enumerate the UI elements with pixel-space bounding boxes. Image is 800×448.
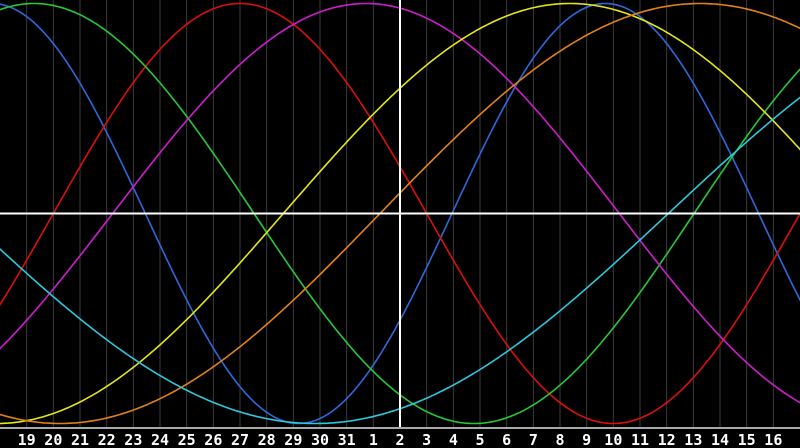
day-label: 16 <box>764 431 782 448</box>
day-label: 1 <box>369 431 378 448</box>
day-label: 14 <box>711 431 729 448</box>
day-label: 13 <box>684 431 702 448</box>
day-label: 19 <box>18 431 36 448</box>
day-label: 29 <box>284 431 302 448</box>
day-label: 26 <box>204 431 222 448</box>
day-label: 12 <box>658 431 676 448</box>
day-label: 30 <box>311 431 329 448</box>
day-label: 6 <box>502 431 511 448</box>
day-label: 7 <box>529 431 538 448</box>
day-label: 15 <box>738 431 756 448</box>
day-label: 22 <box>98 431 116 448</box>
day-label: 27 <box>231 431 249 448</box>
day-label: 28 <box>258 431 276 448</box>
day-label: 9 <box>582 431 591 448</box>
day-label: 10 <box>604 431 622 448</box>
day-label: 5 <box>475 431 484 448</box>
day-label: 20 <box>44 431 62 448</box>
day-label: 8 <box>555 431 564 448</box>
day-label: 2 <box>395 431 404 448</box>
day-label: 21 <box>71 431 89 448</box>
day-label: 31 <box>338 431 356 448</box>
day-label: 25 <box>178 431 196 448</box>
day-label: 3 <box>422 431 431 448</box>
day-label: 11 <box>631 431 649 448</box>
day-label: 23 <box>124 431 142 448</box>
day-label: 24 <box>151 431 169 448</box>
day-label: 4 <box>449 431 458 448</box>
